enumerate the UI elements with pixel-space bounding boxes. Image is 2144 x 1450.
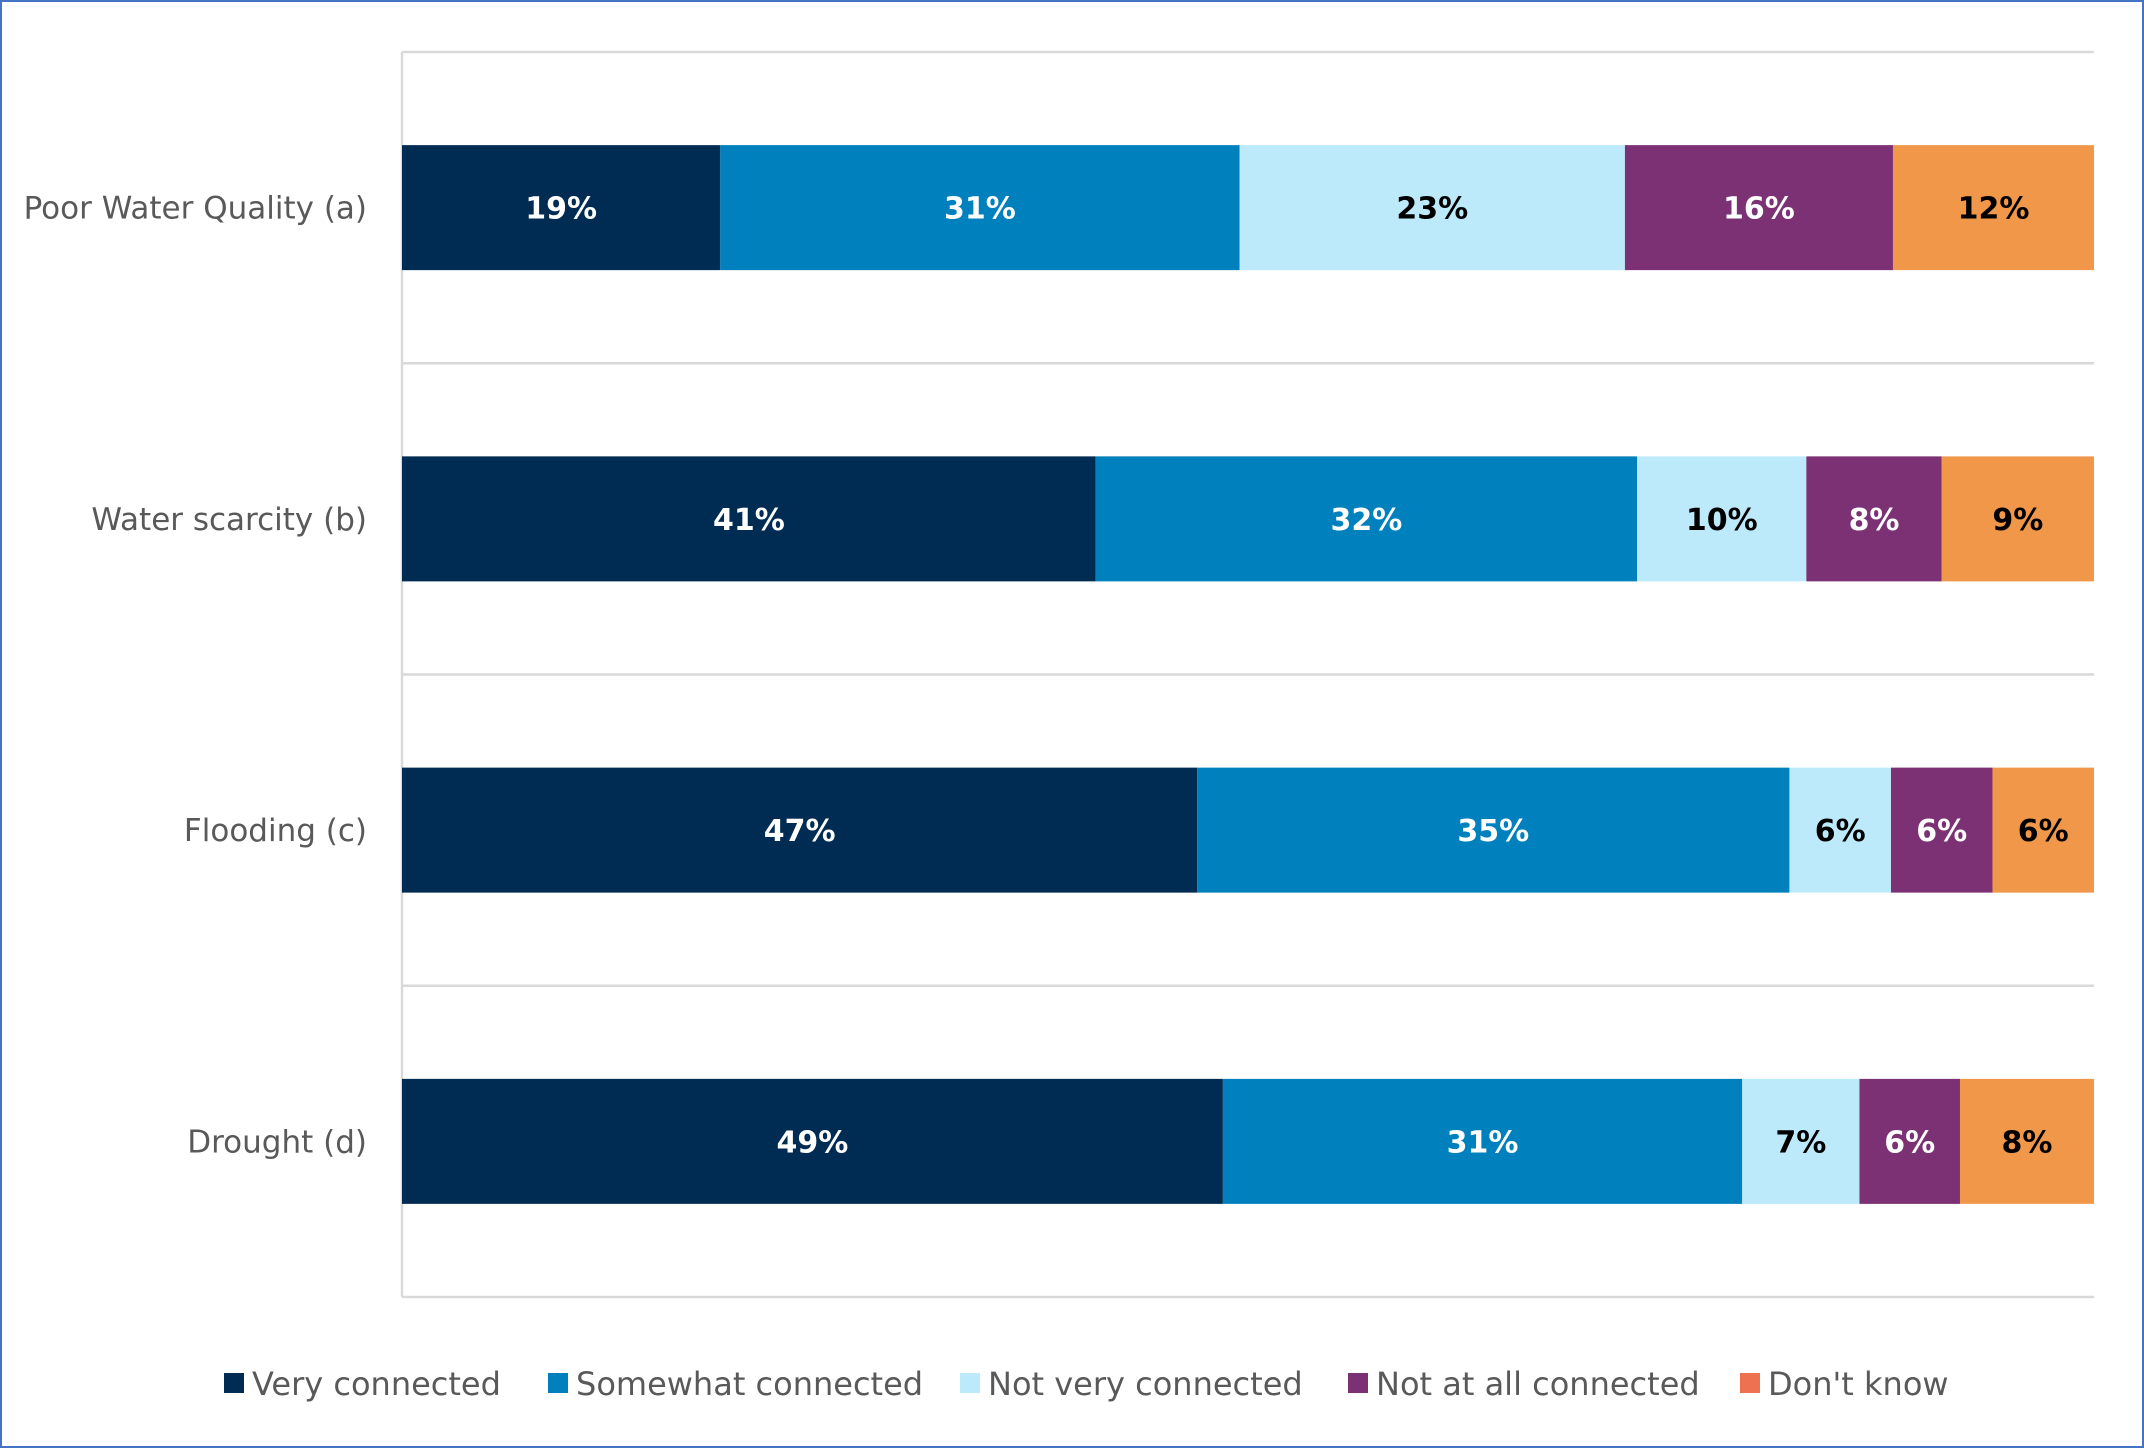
bar-segment — [1941, 456, 2094, 582]
bar-segment — [1890, 767, 1993, 893]
bar-segment — [1992, 767, 2094, 893]
data-label: 6% — [2018, 814, 2069, 849]
data-label: 12% — [1958, 192, 2030, 227]
bar-segment — [1624, 145, 1893, 271]
bar-segment — [1859, 1078, 1960, 1204]
bar-segment — [1806, 456, 1942, 582]
data-label: 47% — [764, 814, 836, 849]
data-label: 49% — [777, 1125, 849, 1160]
data-label: 10% — [1686, 503, 1758, 538]
legend-label: Not very connected — [988, 1365, 1303, 1403]
bar-segments: 19% 31% 23% 16% 12% 41% 32% 10% 8% 9% 47% 35% 6% 6% 6%… — [402, 145, 2094, 1204]
data-label: 31% — [1447, 1125, 1519, 1160]
bar-segment — [402, 145, 721, 271]
bar-segment — [1095, 456, 1638, 582]
data-label: 32% — [1331, 503, 1403, 538]
data-label: 9% — [1992, 503, 2043, 538]
bar-segment — [1789, 767, 1891, 893]
data-label: 16% — [1723, 192, 1795, 227]
bar-segment — [1637, 456, 1807, 582]
data-label: 23% — [1396, 192, 1468, 227]
data-label: 8% — [2002, 1125, 2053, 1160]
bar-segment — [402, 1078, 1223, 1204]
data-label: 41% — [713, 503, 785, 538]
legend-label: Somewhat connected — [576, 1365, 923, 1403]
bar-segment — [1222, 1078, 1743, 1204]
legend-swatch — [960, 1373, 980, 1393]
category-label: Poor Water Quality (a) — [24, 191, 367, 227]
legend-label: Very connected — [252, 1365, 501, 1403]
bar-segment — [1197, 767, 1790, 893]
legend: Very connected Somewhat connected Not very… — [224, 1365, 1949, 1403]
data-label: 7% — [1775, 1125, 1826, 1160]
bar-segment — [402, 767, 1198, 893]
category-label: Water scarcity (b) — [91, 502, 367, 538]
legend-label: Don't know — [1768, 1365, 1949, 1403]
bar-segment — [1239, 145, 1625, 271]
bar-segment — [720, 145, 1240, 271]
data-label: 8% — [1849, 503, 1900, 538]
data-label: 35% — [1457, 814, 1529, 849]
bar-segment — [1892, 145, 2094, 271]
bar-segment — [1742, 1078, 1860, 1204]
category-label: Drought (d) — [187, 1124, 367, 1160]
legend-swatch — [548, 1373, 568, 1393]
legend-swatch — [1348, 1373, 1368, 1393]
category-label: Flooding (c) — [184, 813, 367, 849]
bar-segment — [402, 456, 1096, 582]
data-label: 31% — [944, 192, 1016, 227]
category-labels: Poor Water Quality (a) Water scarcity (b)… — [24, 191, 367, 1161]
legend-label: Not at all connected — [1376, 1365, 1700, 1403]
data-label: 6% — [1815, 814, 1866, 849]
legend-swatch — [224, 1373, 244, 1393]
data-label: 6% — [1916, 814, 1967, 849]
data-label: 19% — [525, 192, 597, 227]
legend-swatch — [1740, 1373, 1760, 1393]
data-label: 6% — [1884, 1125, 1935, 1160]
bar-segment — [1959, 1078, 2094, 1204]
